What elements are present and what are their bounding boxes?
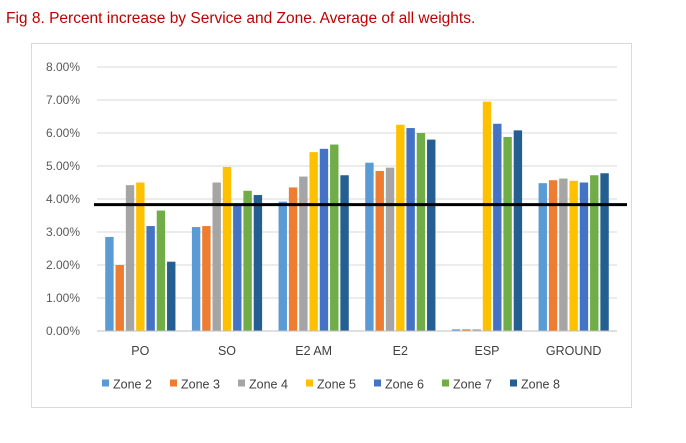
bar: [299, 176, 308, 331]
axes: 0.00% 1.00% 2.00% 3.00% 4.00% 5.00% 6.00% 7.00%…: [46, 60, 617, 358]
legend-swatch: [374, 379, 381, 387]
y-tick-label: 1.00%: [46, 291, 80, 305]
chart-area: 0.00% 1.00% 2.00% 3.00% 4.00% 5.00% 6.00% 7.00%…: [31, 43, 632, 408]
bar: [222, 166, 232, 331]
y-tick-label: 3.00%: [46, 225, 80, 239]
bar: [243, 190, 252, 331]
x-category-label: E2: [393, 344, 408, 358]
bar: [538, 183, 547, 331]
bar: [472, 329, 481, 331]
bar: [548, 180, 558, 331]
bar: [330, 144, 339, 331]
legend: Zone 2 Zone 3 Zone 4 Zone 5 Zone 6 Zone 7 Zone…: [102, 378, 560, 392]
bar: [136, 182, 145, 331]
bar: [462, 329, 471, 331]
y-tick-label: 8.00%: [46, 60, 80, 74]
bar: [146, 226, 155, 331]
bar: [451, 329, 461, 331]
y-tick-label: 7.00%: [46, 93, 80, 107]
bar: [309, 152, 318, 331]
x-category-label: ESP: [474, 344, 499, 358]
bar: [125, 185, 135, 331]
bar: [503, 136, 512, 331]
bar: [115, 265, 124, 331]
bar: [253, 195, 263, 331]
bar: [233, 203, 242, 331]
bar: [406, 128, 415, 331]
bar: [600, 173, 609, 331]
bar: [105, 236, 114, 331]
legend-label: Zone 3: [181, 378, 220, 392]
bar: [202, 226, 211, 331]
x-category-label: GROUND: [546, 344, 602, 358]
bar: [482, 101, 492, 332]
y-tick-label: 5.00%: [46, 159, 80, 173]
bar: [569, 180, 578, 331]
bar: [513, 130, 523, 331]
bar-chart: 0.00% 1.00% 2.00% 3.00% 4.00% 5.00% 6.00% 7.00%…: [46, 60, 627, 392]
figure-title: Fig 8. Percent increase by Service and Z…: [6, 10, 476, 27]
x-category-label: PO: [131, 344, 149, 358]
y-tick-label: 6.00%: [46, 126, 80, 140]
gridlines: [97, 66, 617, 299]
legend-label: Zone 8: [521, 378, 560, 392]
y-tick-label: 2.00%: [46, 258, 80, 272]
bar: [191, 227, 201, 331]
legend-swatch: [442, 379, 449, 387]
legend-swatch: [170, 379, 177, 387]
bar: [493, 123, 502, 331]
bar: [427, 139, 436, 331]
legend-swatch: [510, 379, 517, 387]
legend-label: Zone 5: [317, 378, 356, 392]
x-category-label: E2 AM: [295, 344, 332, 358]
bars: [105, 101, 609, 332]
bar: [278, 201, 287, 331]
y-tick-label: 0.00%: [46, 324, 80, 338]
legend-swatch: [306, 379, 313, 387]
legend-label: Zone 6: [385, 378, 424, 392]
bar: [340, 175, 349, 331]
bar: [579, 182, 589, 331]
x-category-label: SO: [218, 344, 236, 358]
bar: [590, 175, 599, 331]
y-tick-label: 4.00%: [46, 192, 80, 206]
legend-label: Zone 4: [249, 378, 288, 392]
bar: [319, 148, 329, 331]
bar: [559, 178, 568, 331]
legend-swatch: [102, 379, 109, 387]
bar: [385, 167, 395, 331]
bar: [375, 170, 384, 331]
bar: [288, 187, 298, 331]
bar: [212, 182, 221, 331]
bar: [416, 133, 426, 331]
legend-label: Zone 2: [113, 378, 152, 392]
legend-swatch: [238, 379, 245, 387]
bar: [365, 162, 374, 331]
legend-label: Zone 7: [453, 378, 492, 392]
bar: [396, 124, 405, 331]
bar: [156, 210, 166, 331]
bar: [167, 261, 176, 331]
